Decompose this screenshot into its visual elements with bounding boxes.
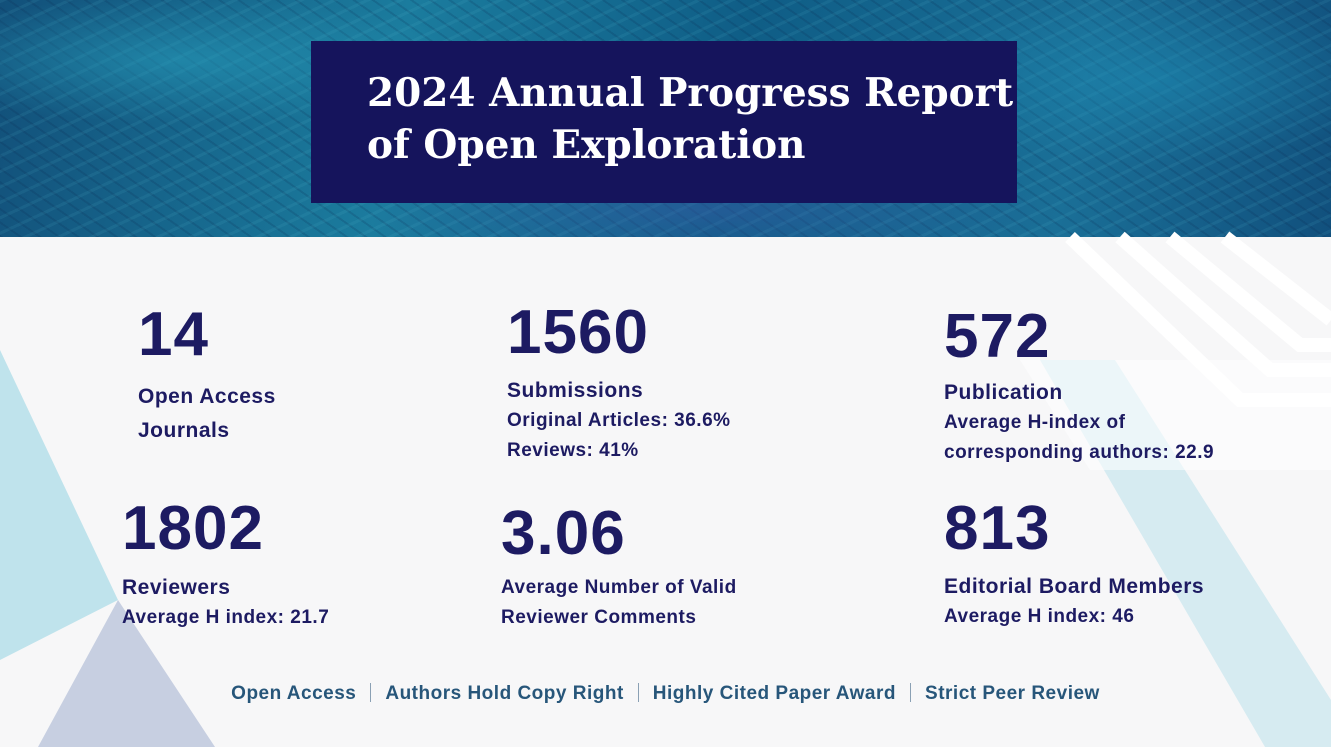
- board-label: Editorial Board Members: [944, 575, 1205, 598]
- footer-item-copyright: Authors Hold Copy Right: [385, 683, 624, 704]
- footer-item-open-access: Open Access: [231, 683, 357, 704]
- comments-label-line-2: Reviewer Comments: [501, 607, 697, 628]
- submissions-label: Submissions: [507, 379, 644, 402]
- stat-submissions: 1560 Submissions Original Articles: 36.6…: [507, 302, 731, 466]
- footer-item-cited-award: Highly Cited Paper Award: [652, 683, 897, 704]
- journals-label-line-1: Open Access: [138, 385, 276, 408]
- footer-separator: [370, 683, 372, 702]
- publication-hindex-line-2: corresponding authors: 22.9: [944, 442, 1215, 463]
- submissions-original-articles: Original Articles: 36.6%: [507, 410, 731, 431]
- publication-hindex-line-1: Average H-index of: [944, 412, 1126, 433]
- reviewers-count: 1802: [122, 494, 264, 563]
- comments-average: 3.06: [501, 499, 626, 568]
- stat-editorial-board: 813 Editorial Board Members Average H in…: [944, 498, 1204, 632]
- reviewers-hindex: Average H index: 21.7: [122, 607, 330, 628]
- journals-count: 14: [138, 300, 209, 369]
- comments-label-line-1: Average Number of Valid: [501, 577, 737, 598]
- report-title-line-1: 2024 Annual Progress Report: [367, 70, 1014, 116]
- report-title-line-2: of Open Exploration: [367, 122, 806, 168]
- reviewers-label: Reviewers: [122, 576, 231, 599]
- publication-label: Publication: [944, 381, 1063, 404]
- journals-label-line-2: Journals: [138, 419, 230, 442]
- report-title-box: 2024 Annual Progress Report of Open Expl…: [311, 41, 1017, 203]
- footer-separator: [910, 683, 912, 702]
- footer-features: Open Access Authors Hold Copy Right Highly…: [0, 683, 1331, 705]
- footer-separator: [637, 683, 639, 702]
- publication-count: 572: [944, 302, 1051, 371]
- footer-item-peer-review: Strict Peer Review: [925, 683, 1100, 704]
- stat-reviewer-comments: 3.06 Average Number of Valid Reviewer Co…: [501, 503, 737, 633]
- submissions-count: 1560: [507, 298, 649, 367]
- board-hindex: Average H index: 46: [944, 606, 1135, 627]
- board-count: 813: [944, 494, 1051, 563]
- stat-journals: 14 Open Access Journals: [138, 304, 276, 448]
- submissions-reviews: Reviews: 41%: [507, 440, 639, 461]
- stat-reviewers: 1802 Reviewers Average H index: 21.7: [122, 498, 329, 633]
- cyan-triangle-shape: [0, 350, 118, 660]
- stat-publication: 572 Publication Average H-index of corre…: [944, 306, 1214, 468]
